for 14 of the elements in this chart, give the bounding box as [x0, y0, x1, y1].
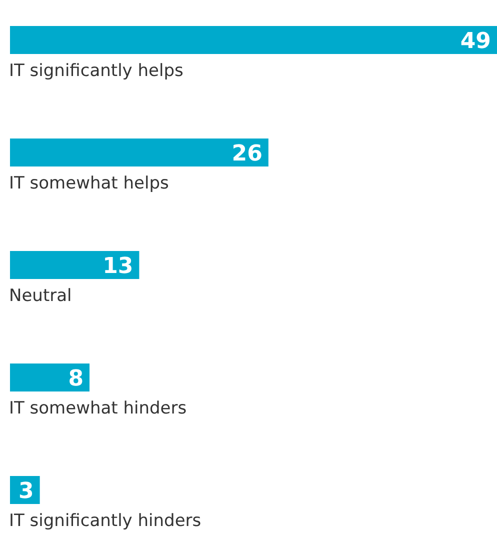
y-tick-label: IT significantly hinders	[9, 511, 202, 531]
bar	[10, 251, 140, 279]
y-tick-label: IT significantly helps	[9, 61, 184, 81]
y-tick-label: IT somewhat helps	[9, 174, 169, 194]
data-label: 13	[102, 254, 134, 279]
y-tick-label: IT somewhat hinders	[9, 398, 187, 418]
data-label: 8	[68, 366, 84, 392]
y-tick-label: Neutral	[9, 286, 72, 306]
bar	[10, 364, 90, 392]
data-label: 26	[232, 141, 262, 166]
bar	[10, 26, 497, 54]
bar	[10, 138, 268, 166]
data-label: 3	[18, 478, 34, 504]
data-label: 49	[460, 28, 491, 54]
